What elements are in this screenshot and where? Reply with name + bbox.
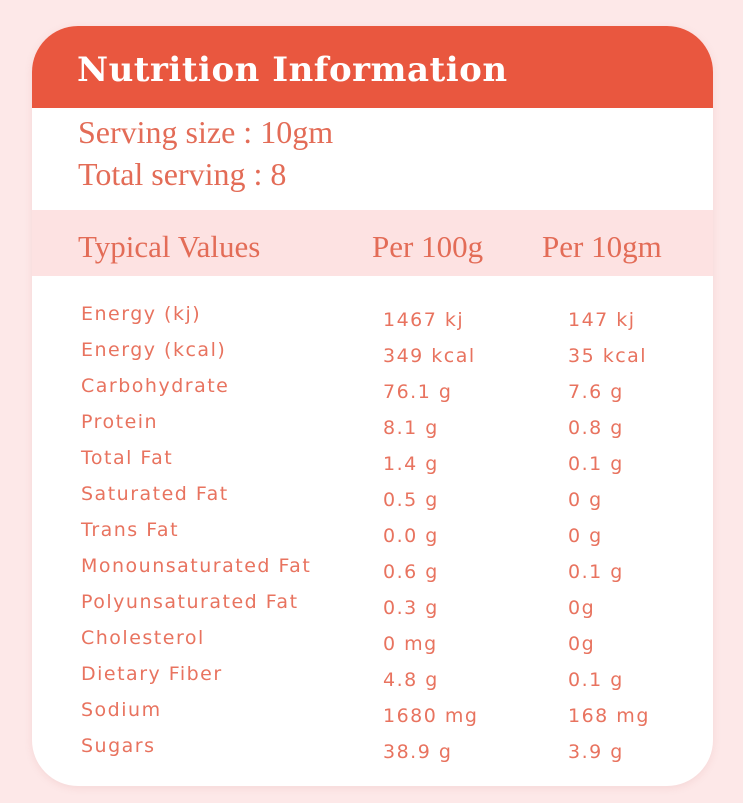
nutrient-name: Polyunsaturated Fat [81, 591, 299, 613]
value-per-10gm: 0.1 g [568, 669, 624, 691]
value-per-10gm: 0.1 g [568, 453, 624, 475]
table-header: Typical Values Per 100g Per 10gm [32, 210, 713, 276]
header-per-100g: Per 100g [372, 229, 484, 264]
nutrient-name: Protein [81, 411, 159, 433]
value-per-10gm: 0 g [568, 489, 603, 511]
nutrition-card: Nutrition Information Serving size : 10g… [32, 26, 713, 786]
nutrient-name: Total Fat [81, 447, 174, 469]
value-per-100g: 0.5 g [383, 489, 439, 511]
value-per-100g: 4.8 g [383, 669, 439, 691]
nutrient-name: Dietary Fiber [81, 663, 223, 685]
nutrient-name: Energy (kj) [81, 303, 202, 325]
serving-size: Serving size : 10gm [78, 114, 334, 150]
header-per-10gm: Per 10gm [542, 229, 662, 264]
value-per-10gm: 7.6 g [568, 381, 624, 403]
nutrition-table: Energy (kj) 1467 kj 147 kj Energy (kcal) 349… [32, 26, 713, 786]
nutrient-name: Trans Fat [81, 519, 180, 541]
value-per-10gm: 0.8 g [568, 417, 624, 439]
card-title: Nutrition Information [77, 50, 508, 90]
header-typical-values: Typical Values [78, 229, 261, 264]
value-per-10gm: 0g [568, 597, 596, 619]
value-per-100g: 1680 mg [383, 705, 479, 727]
value-per-100g: 38.9 g [383, 741, 453, 763]
value-per-10gm: 168 mg [568, 705, 650, 727]
value-per-10gm: 35 kcal [568, 345, 648, 367]
nutrient-name: Monounsaturated Fat [81, 555, 312, 577]
title-bar: Nutrition Information [32, 26, 713, 108]
value-per-100g: 349 kcal [383, 345, 476, 367]
value-per-100g: 0 mg [383, 633, 438, 655]
value-per-10gm: 3.9 g [568, 741, 624, 763]
value-per-100g: 76.1 g [383, 381, 453, 403]
nutrient-name: Sodium [81, 699, 162, 721]
value-per-100g: 8.1 g [383, 417, 439, 439]
total-serving: Total serving : 8 [78, 156, 287, 192]
value-per-10gm: 0 g [568, 525, 603, 547]
nutrient-name: Carbohydrate [81, 375, 230, 397]
value-per-10gm: 147 kj [568, 309, 636, 331]
nutrient-name: Cholesterol [81, 627, 205, 649]
value-per-100g: 1467 kj [383, 309, 465, 331]
value-per-100g: 1.4 g [383, 453, 439, 475]
value-per-100g: 0.6 g [383, 561, 439, 583]
nutrient-name: Energy (kcal) [81, 339, 227, 361]
nutrient-name: Saturated Fat [81, 483, 229, 505]
value-per-10gm: 0.1 g [568, 561, 624, 583]
value-per-10gm: 0g [568, 633, 596, 655]
nutrient-name: Sugars [81, 735, 156, 757]
value-per-100g: 0.0 g [383, 525, 439, 547]
value-per-100g: 0.3 g [383, 597, 439, 619]
